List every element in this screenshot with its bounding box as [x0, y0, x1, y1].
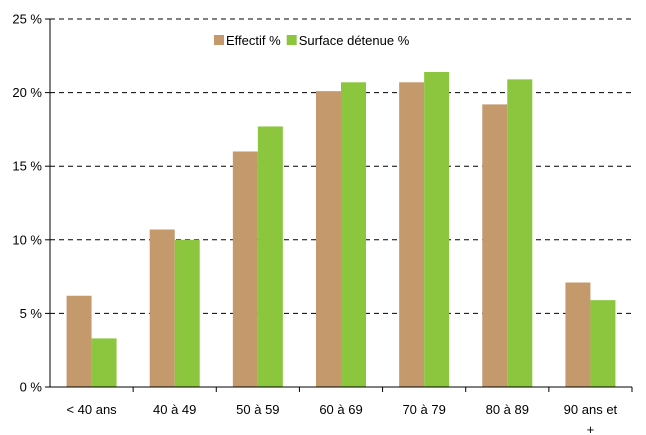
- x-tick-label: 80 à 89: [486, 402, 529, 417]
- x-tick-label: 50 à 59: [236, 402, 279, 417]
- x-tick-label: 60 à 69: [319, 402, 362, 417]
- bar-effectif-2: [232, 151, 258, 387]
- y-tick-labels: 0 % 5 % 10 % 15 % 20 % 25 %: [12, 12, 42, 395]
- bar-surface-2: [257, 126, 283, 388]
- legend-swatch: [214, 35, 224, 45]
- y-tick-label: 15 %: [12, 159, 42, 174]
- x-tick-label: 40 à 49: [153, 402, 196, 417]
- y-tick-label: 5 %: [20, 306, 43, 321]
- bar-effectif-3: [316, 91, 341, 388]
- legend-label: Surface détenue %: [299, 33, 410, 48]
- bar-effectif-5: [482, 104, 508, 387]
- bar-surface-1: [174, 239, 200, 387]
- y-tick-label: 20 %: [12, 85, 42, 100]
- bar-surface-5: [507, 79, 533, 388]
- y-tick-label: 25 %: [12, 12, 42, 27]
- legend: Effectif % Surface détenue %: [214, 33, 410, 48]
- bar-surface-3: [341, 82, 366, 388]
- legend-label: Effectif %: [226, 33, 281, 48]
- x-tick-labels: < 40 ans 40 à 49 50 à 59 60 à 69 70 à 79 80 à…: [66, 402, 617, 435]
- bar-effectif-1: [149, 229, 175, 387]
- bar-effectif-4: [399, 82, 425, 388]
- x-tick-label: 90 ans et +: [564, 402, 618, 435]
- y-tick-label: 10 %: [12, 232, 42, 247]
- x-tick-label: < 40 ans: [66, 402, 117, 417]
- y-tick-label: 0 %: [20, 380, 43, 395]
- bars: [66, 71, 616, 388]
- x-tick-label: 70 à 79: [402, 402, 445, 417]
- bar-effectif-0: [66, 295, 92, 387]
- legend-swatch: [286, 35, 297, 45]
- bar-surface-6: [590, 300, 616, 387]
- axes: [45, 18, 633, 392]
- bar-effectif-6: [565, 282, 591, 387]
- bar-surface-0: [91, 338, 117, 387]
- bar-surface-4: [424, 71, 450, 387]
